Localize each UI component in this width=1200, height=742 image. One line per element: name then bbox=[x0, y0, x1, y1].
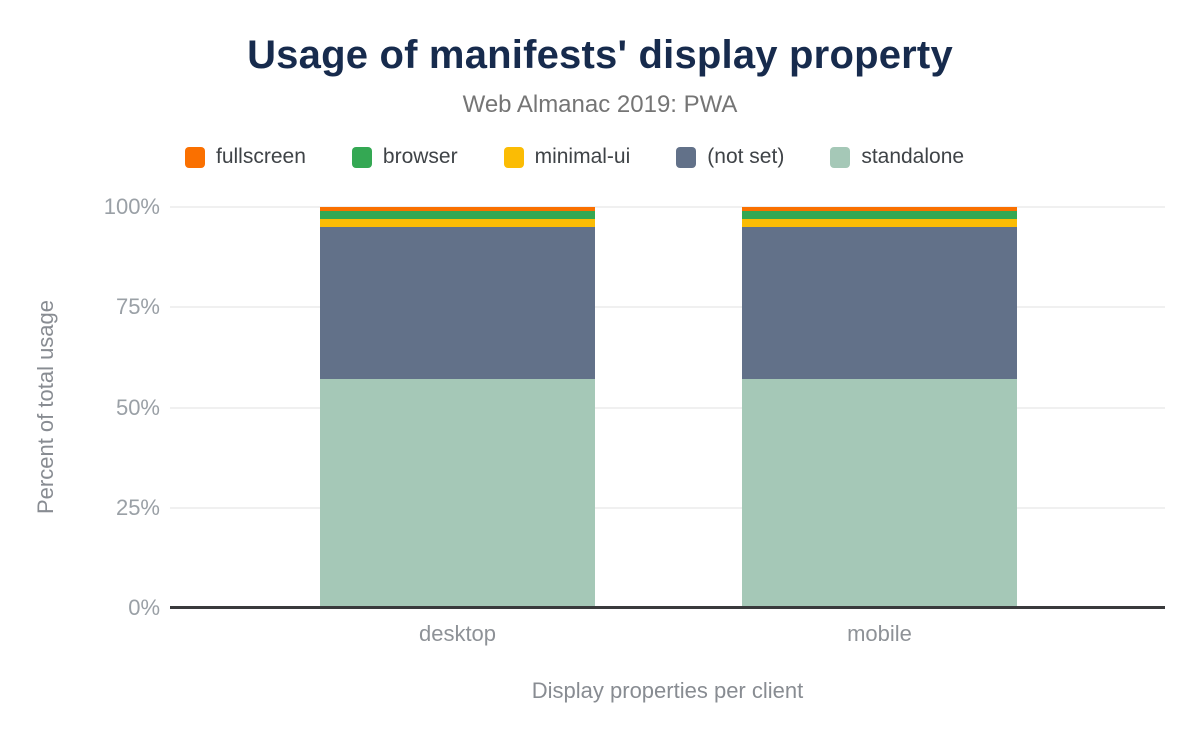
bar-segment-mobile-notset[interactable] bbox=[742, 226, 1017, 379]
legend-label: browser bbox=[382, 145, 458, 168]
legend-label: minimal-ui bbox=[534, 145, 631, 168]
bar-segment-desktop-notset[interactable] bbox=[320, 227, 595, 380]
legend-item-notset[interactable]: (not set) bbox=[676, 145, 784, 169]
legend-label: (not set) bbox=[707, 145, 785, 168]
legend-swatch-icon bbox=[351, 146, 372, 168]
chart-title: Usage of manifests' display property bbox=[247, 33, 953, 77]
legend-swatch-icon bbox=[830, 146, 851, 168]
legend-label: fullscreen bbox=[216, 145, 306, 168]
legend-swatch-icon bbox=[676, 146, 697, 168]
bar-segment-mobile-browser[interactable] bbox=[742, 211, 1017, 219]
x-axis-title: Display properties per client bbox=[531, 678, 804, 703]
legend-item-standalone[interactable]: standalone bbox=[830, 145, 964, 169]
bar-segment-mobile-fullscreen[interactable] bbox=[742, 207, 1017, 211]
legend-swatch-icon bbox=[185, 146, 205, 168]
legend-swatch-icon bbox=[503, 146, 524, 168]
legend-item-fullscreen[interactable]: fullscreen bbox=[185, 145, 306, 169]
gridline bbox=[170, 306, 1165, 309]
bar-segment-desktop-standalone[interactable] bbox=[320, 379, 595, 608]
y-tick-label: 25% bbox=[115, 494, 160, 520]
gridline bbox=[170, 406, 1165, 409]
stacked-bar-desktop bbox=[320, 207, 595, 608]
plot-area bbox=[170, 206, 1165, 609]
bar-segment-desktop-fullscreen[interactable] bbox=[320, 207, 595, 211]
y-tick-label: 75% bbox=[115, 294, 160, 320]
bar-segment-mobile-standalone[interactable] bbox=[742, 379, 1017, 608]
y-axis-ticks: 0% 25% 50% 75% 100% bbox=[55, 194, 160, 620]
chart-subtitle: Web Almanac 2019: PWA bbox=[462, 91, 738, 118]
y-tick-label: 100% bbox=[103, 194, 160, 219]
y-tick-label: 50% bbox=[115, 394, 160, 420]
stacked-bar-mobile bbox=[742, 207, 1017, 608]
x-tick-label-mobile: mobile bbox=[847, 621, 912, 646]
legend-item-minimal-ui[interactable]: minimal-ui bbox=[503, 145, 631, 169]
x-axis-ticks: desktop mobile bbox=[170, 621, 1165, 651]
legend-label: standalone bbox=[861, 145, 965, 168]
x-tick-label-desktop: desktop bbox=[418, 621, 497, 646]
y-tick-label: 0% bbox=[128, 595, 160, 620]
bar-segment-desktop-minimal-ui[interactable] bbox=[320, 219, 595, 228]
bar-segment-mobile-minimal-ui[interactable] bbox=[742, 218, 1017, 227]
gridline bbox=[170, 206, 1165, 208]
bar-segment-desktop-browser[interactable] bbox=[320, 211, 595, 220]
x-axis-baseline bbox=[170, 606, 1165, 609]
gridline bbox=[170, 506, 1165, 509]
legend-item-browser[interactable]: browser bbox=[351, 145, 458, 169]
legend: fullscreen browser minimal-ui (not set) stan… bbox=[185, 145, 964, 169]
